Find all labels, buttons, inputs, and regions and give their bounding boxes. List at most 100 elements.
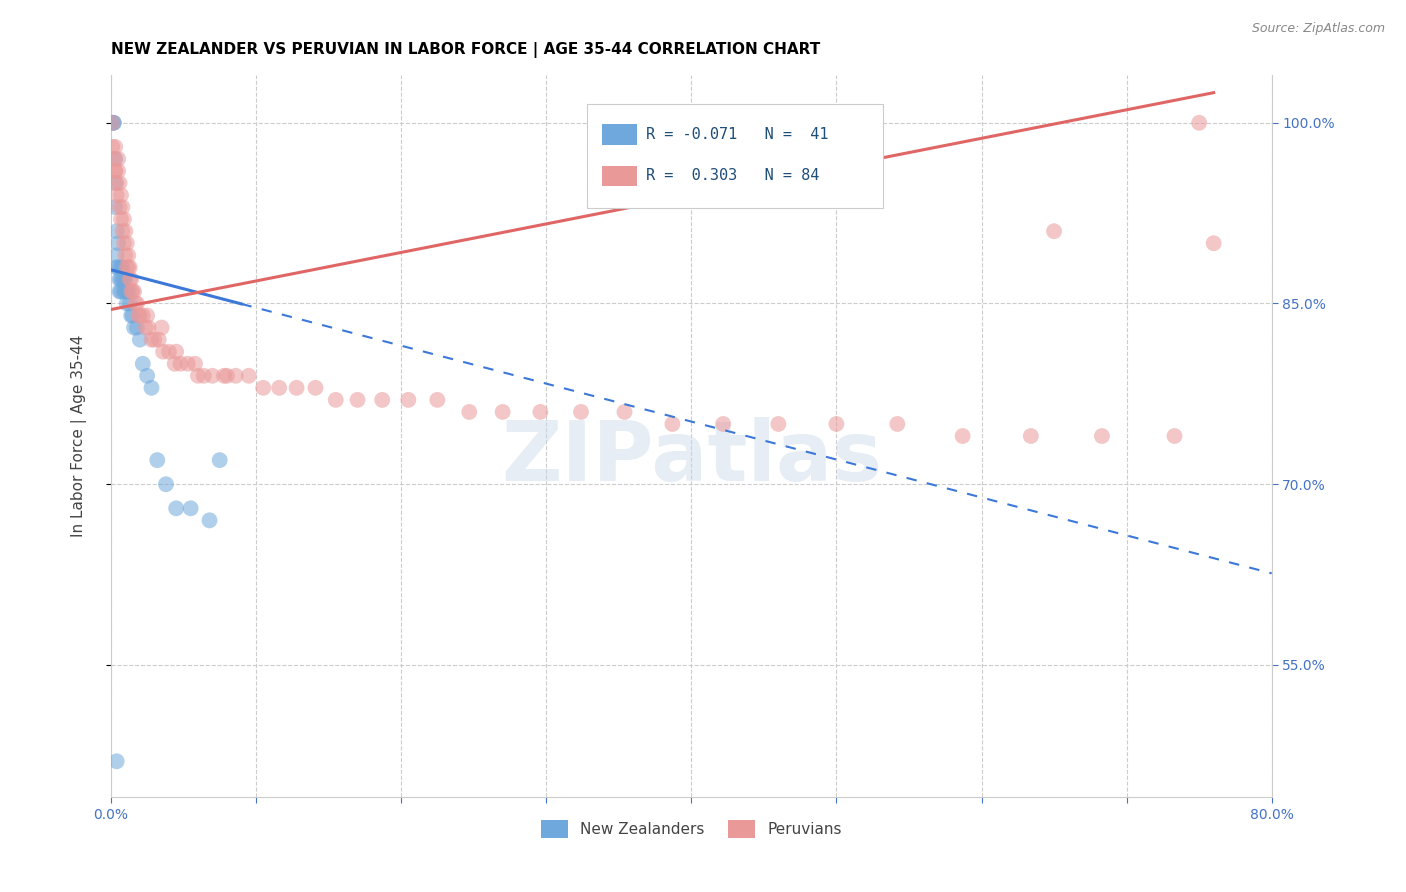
Point [117, 260, 139, 275]
Point [346, 392, 368, 407]
Point [104, 164, 127, 178]
Text: Source: ZipAtlas.com: Source: ZipAtlas.com [1251, 22, 1385, 36]
Text: NEW ZEALANDER VS PERUVIAN IN LABOR FORCE | AGE 35-44 CORRELATION CHART: NEW ZEALANDER VS PERUVIAN IN LABOR FORCE… [111, 42, 820, 58]
Point [180, 501, 202, 516]
Point [529, 405, 551, 419]
Point [117, 285, 139, 299]
Point [104, 176, 127, 190]
Point [711, 417, 734, 431]
Point [155, 477, 177, 491]
Point [1019, 429, 1042, 443]
Point [132, 309, 155, 323]
Point [169, 357, 191, 371]
Point [108, 285, 131, 299]
Point [105, 188, 128, 202]
Point [103, 116, 125, 130]
Y-axis label: In Labor Force | Age 35-44: In Labor Force | Age 35-44 [72, 334, 87, 537]
Point [107, 152, 129, 166]
Point [120, 272, 142, 286]
Point [212, 368, 235, 383]
Point [1163, 429, 1185, 443]
Point [104, 164, 127, 178]
Point [120, 309, 142, 323]
Point [124, 296, 146, 310]
Legend: New Zealanders, Peruvians: New Zealanders, Peruvians [534, 814, 848, 844]
Point [128, 333, 150, 347]
Point [952, 429, 974, 443]
Point [371, 392, 394, 407]
Point [110, 272, 132, 286]
Point [165, 344, 187, 359]
Point [103, 116, 125, 130]
Point [269, 381, 291, 395]
Point [127, 309, 149, 323]
FancyBboxPatch shape [602, 125, 637, 145]
Point [115, 296, 138, 310]
Point [108, 272, 131, 286]
Point [101, 140, 124, 154]
Point [110, 188, 132, 202]
Point [152, 344, 174, 359]
Point [886, 417, 908, 431]
Point [661, 417, 683, 431]
Point [238, 368, 260, 383]
Point [105, 754, 128, 768]
Point [107, 236, 129, 251]
Text: R =  0.303   N = 84: R = 0.303 N = 84 [645, 169, 820, 183]
Point [105, 248, 128, 262]
Point [128, 309, 150, 323]
Point [107, 164, 129, 178]
Point [121, 309, 143, 323]
Point [143, 333, 166, 347]
Point [325, 392, 347, 407]
Point [118, 272, 141, 286]
Point [150, 320, 173, 334]
Point [132, 357, 155, 371]
Point [121, 285, 143, 299]
Point [118, 296, 141, 310]
Point [110, 212, 132, 227]
Point [104, 200, 127, 214]
Point [118, 260, 141, 275]
Point [111, 200, 134, 214]
Point [117, 248, 139, 262]
Point [135, 320, 157, 334]
Point [115, 236, 138, 251]
Point [136, 309, 159, 323]
Point [136, 368, 159, 383]
Point [114, 285, 136, 299]
Point [111, 260, 134, 275]
Point [193, 368, 215, 383]
Point [187, 368, 209, 383]
Point [103, 152, 125, 166]
Point [112, 285, 135, 299]
Point [1188, 116, 1211, 130]
Point [138, 320, 160, 334]
Point [201, 368, 224, 383]
Point [285, 381, 308, 395]
Point [396, 392, 419, 407]
Point [110, 260, 132, 275]
Point [184, 357, 207, 371]
Point [208, 453, 231, 467]
Point [163, 357, 186, 371]
Point [198, 513, 221, 527]
Point [111, 224, 134, 238]
Text: ZIPatlas: ZIPatlas [501, 417, 882, 499]
Point [104, 152, 127, 166]
Point [177, 357, 200, 371]
Point [125, 320, 148, 334]
Point [101, 116, 124, 130]
Point [105, 260, 128, 275]
Point [569, 405, 592, 419]
Point [108, 176, 131, 190]
Point [252, 381, 274, 395]
FancyBboxPatch shape [602, 166, 637, 186]
Point [304, 381, 326, 395]
Point [825, 417, 848, 431]
Point [141, 381, 163, 395]
Point [225, 368, 247, 383]
Point [105, 176, 128, 190]
Text: R = -0.071   N =  41: R = -0.071 N = 41 [645, 127, 828, 142]
FancyBboxPatch shape [586, 103, 883, 209]
